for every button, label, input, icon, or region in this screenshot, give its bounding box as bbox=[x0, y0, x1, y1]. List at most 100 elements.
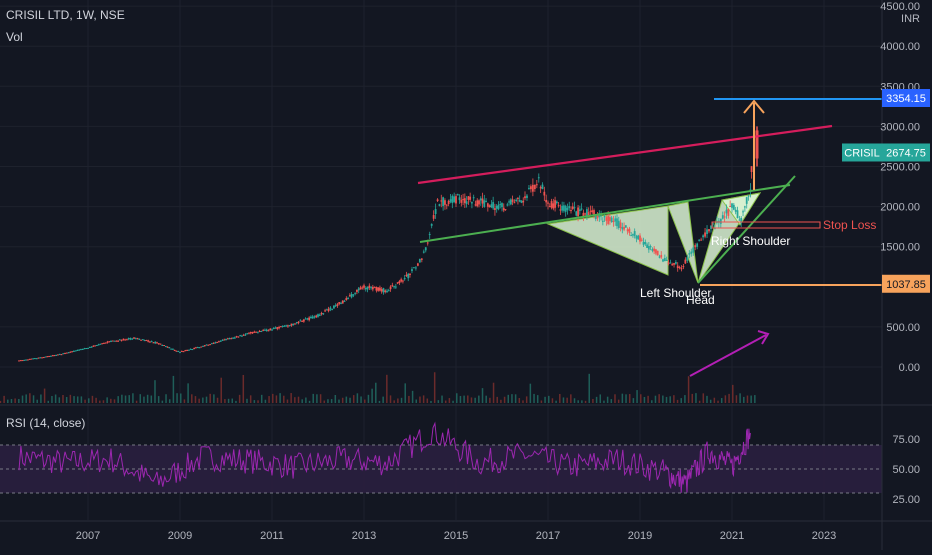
candle-body bbox=[134, 338, 137, 340]
time-tick-label: 2019 bbox=[628, 530, 652, 542]
candle-body bbox=[640, 239, 643, 241]
candle-body bbox=[594, 215, 597, 220]
volume-bar bbox=[29, 393, 31, 403]
volume-bar bbox=[95, 397, 97, 403]
volume-bar bbox=[437, 400, 440, 403]
candle-body bbox=[692, 247, 695, 253]
volume-bar bbox=[36, 399, 38, 403]
candle-body bbox=[499, 204, 502, 206]
volume-bars bbox=[0, 372, 756, 403]
candle-body bbox=[506, 204, 509, 206]
volume-bar bbox=[459, 395, 462, 403]
momentum-arrowhead bbox=[757, 330, 770, 345]
volume-bar bbox=[205, 396, 208, 403]
candle-body bbox=[331, 309, 334, 311]
candle-body bbox=[161, 345, 164, 347]
candle-body bbox=[563, 205, 565, 211]
candle-body bbox=[111, 340, 114, 342]
volume-bar bbox=[728, 393, 730, 403]
candle-body bbox=[26, 359, 29, 361]
candle-body bbox=[447, 201, 450, 205]
volume-bar bbox=[743, 396, 745, 403]
price-tick-label: 4500.00 bbox=[880, 1, 920, 13]
volume-bar bbox=[128, 395, 130, 403]
candle-body bbox=[49, 355, 52, 357]
candle-body bbox=[436, 199, 439, 202]
volume-bar bbox=[202, 397, 204, 403]
candle-body bbox=[706, 229, 708, 235]
candle-body bbox=[492, 202, 495, 209]
candle-body bbox=[32, 358, 35, 360]
candle-body bbox=[628, 228, 631, 233]
candle-body bbox=[582, 212, 585, 217]
candle-body bbox=[403, 278, 406, 280]
volume-bar bbox=[268, 396, 270, 403]
candle-body bbox=[182, 351, 185, 353]
candle-body bbox=[88, 346, 91, 348]
candle-body bbox=[485, 200, 487, 202]
candle-body bbox=[267, 330, 270, 332]
volume-bar bbox=[249, 395, 252, 403]
volume-bar bbox=[628, 394, 631, 403]
candle-body bbox=[409, 273, 411, 276]
candle-body bbox=[87, 347, 89, 349]
candle-body bbox=[626, 229, 629, 232]
candle-body bbox=[732, 204, 735, 210]
annotation-labels: 3354.15 CRISIL 2674.75 1037.85 Stop Loss Left… bbox=[640, 88, 930, 307]
candle-body bbox=[156, 342, 158, 344]
candle-body bbox=[396, 282, 399, 284]
candle-body bbox=[108, 341, 111, 343]
candle-body bbox=[122, 338, 125, 341]
volume-bar bbox=[227, 398, 230, 403]
candle-body bbox=[455, 196, 457, 204]
volume-bar bbox=[341, 397, 344, 403]
candle-body bbox=[704, 232, 706, 237]
volume-bar bbox=[330, 399, 333, 403]
candle-body bbox=[140, 339, 142, 341]
candle-body bbox=[570, 210, 572, 212]
candle-body bbox=[719, 218, 722, 224]
candle-body bbox=[269, 328, 272, 331]
candle-body bbox=[561, 205, 564, 211]
price-tag-current: 2674.75 bbox=[886, 147, 926, 159]
candle-body bbox=[145, 340, 148, 342]
candle-body bbox=[248, 332, 250, 334]
volume-bar bbox=[636, 390, 638, 403]
trend-lines bbox=[417, 98, 882, 377]
volume-bar bbox=[592, 398, 594, 403]
volume-bar bbox=[584, 400, 587, 403]
candle-body bbox=[373, 286, 376, 288]
candle-body bbox=[596, 214, 599, 219]
candle-body bbox=[205, 344, 208, 346]
candle-body bbox=[623, 226, 625, 230]
volume-bar bbox=[242, 374, 245, 403]
candle-body bbox=[157, 343, 160, 345]
candle-body bbox=[306, 318, 309, 320]
candle-body bbox=[389, 286, 392, 290]
candle-body bbox=[368, 285, 371, 288]
candle-body bbox=[702, 235, 704, 238]
candle-body bbox=[345, 298, 348, 301]
candle-body bbox=[226, 338, 229, 340]
candle-body bbox=[440, 200, 443, 202]
candle-body bbox=[80, 349, 82, 351]
volume-bar bbox=[69, 394, 72, 403]
rsi-panel: 75.00 50.00 25.00 bbox=[0, 421, 920, 506]
candle-body bbox=[18, 360, 20, 362]
candle-body bbox=[426, 242, 429, 244]
candle-body bbox=[501, 203, 503, 208]
time-tick-label: 2009 bbox=[168, 530, 192, 542]
time-tick-label: 2007 bbox=[76, 530, 100, 542]
volume-bar bbox=[536, 395, 539, 403]
candle-body bbox=[225, 338, 227, 341]
candle-body bbox=[665, 259, 668, 261]
candle-body bbox=[557, 205, 560, 207]
candle-body bbox=[115, 340, 118, 342]
volume-bar bbox=[106, 397, 108, 403]
volume-bar bbox=[647, 395, 649, 403]
candle-body bbox=[347, 298, 349, 300]
candle-body bbox=[721, 215, 724, 219]
candles-group bbox=[18, 126, 759, 362]
candle-body bbox=[554, 200, 556, 208]
